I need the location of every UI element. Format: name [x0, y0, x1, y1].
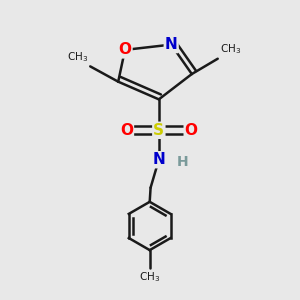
Text: S: S — [153, 123, 164, 138]
Text: O: O — [185, 123, 198, 138]
Text: CH$_3$: CH$_3$ — [220, 43, 241, 56]
Text: N: N — [165, 37, 178, 52]
Text: CH$_3$: CH$_3$ — [139, 270, 160, 284]
Text: O: O — [118, 42, 131, 57]
Text: N: N — [152, 152, 165, 167]
Text: H: H — [177, 155, 189, 169]
Text: CH$_3$: CH$_3$ — [67, 50, 88, 64]
Text: O: O — [120, 123, 133, 138]
